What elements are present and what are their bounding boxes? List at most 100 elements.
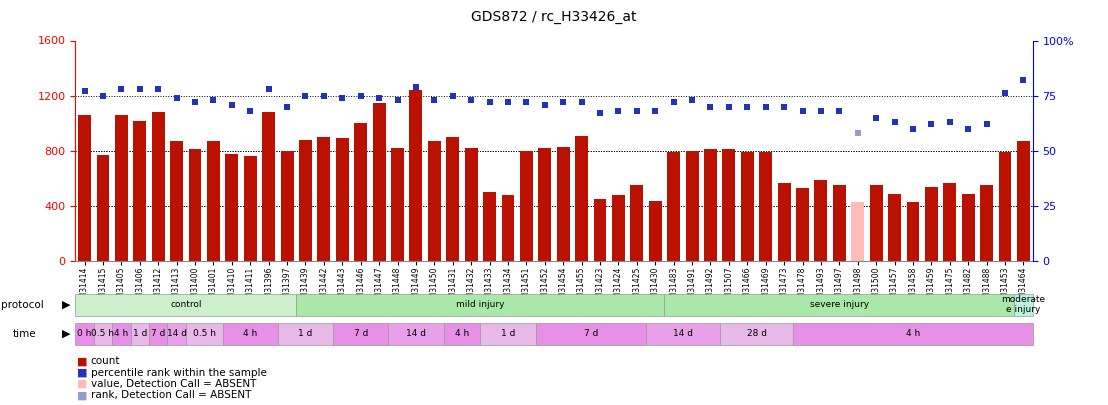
Bar [759,152,772,261]
Text: mild injury: mild injury [456,300,504,309]
Text: value, Detection Call = ABSENT: value, Detection Call = ABSENT [91,379,256,389]
Bar [131,323,148,345]
Bar [96,155,110,261]
Text: 0.5 h: 0.5 h [193,329,216,339]
Bar [133,121,146,261]
Bar [336,139,349,261]
Text: 4 h: 4 h [114,329,129,339]
Text: 14 d: 14 d [406,329,425,339]
Bar [556,147,570,261]
Text: moderate
e injury: moderate e injury [1002,295,1046,314]
Bar [630,185,644,261]
Text: 4 h: 4 h [243,329,257,339]
Bar [171,141,183,261]
Text: ▶: ▶ [62,329,71,339]
Text: ▶: ▶ [62,300,71,310]
Text: 7 d: 7 d [353,329,368,339]
Text: 4 h: 4 h [454,329,469,339]
Bar [75,294,296,316]
Bar [372,102,386,261]
Bar [410,90,422,261]
Bar [167,323,186,345]
Bar [115,115,127,261]
Text: rank, Detection Call = ABSENT: rank, Detection Call = ABSENT [91,390,252,400]
Bar [870,185,883,261]
Bar [263,112,275,261]
Bar [889,194,901,261]
Bar [851,202,864,261]
Text: 28 d: 28 d [747,329,767,339]
Text: ■: ■ [76,390,88,400]
Bar [355,123,367,261]
Text: 1 d: 1 d [133,329,147,339]
Bar [704,149,717,261]
Text: 0 h: 0 h [78,329,92,339]
Bar [793,323,1033,345]
Text: time: time [12,329,35,339]
Text: 14 d: 14 d [673,329,692,339]
Bar [447,137,459,261]
Bar [207,141,219,261]
Bar [646,323,720,345]
Bar [906,202,920,261]
Text: percentile rank within the sample: percentile rank within the sample [91,368,267,377]
Bar [75,323,94,345]
Bar [464,148,478,261]
Text: control: control [170,300,202,309]
Bar [796,188,809,261]
Bar [296,294,665,316]
Bar [299,140,312,261]
Bar [1014,294,1033,316]
Text: 1 d: 1 d [298,329,312,339]
Bar [520,151,533,261]
Text: ■: ■ [76,356,88,366]
Bar [962,194,975,261]
Bar [538,148,552,261]
Bar [188,149,202,261]
Bar [223,323,278,345]
Bar [481,323,535,345]
Bar [649,200,661,261]
Bar [686,151,698,261]
Bar [535,323,646,345]
Bar [152,112,165,261]
Bar [443,323,481,345]
Bar [925,187,937,261]
Bar [667,152,680,261]
Bar [225,153,238,261]
Text: count: count [91,356,121,366]
Bar [112,323,131,345]
Bar [186,323,223,345]
Bar [741,152,753,261]
Text: 1 d: 1 d [501,329,515,339]
Bar [998,152,1012,261]
Bar [575,136,588,261]
Bar [833,185,845,261]
Bar [244,156,257,261]
Bar [278,323,334,345]
Text: 0.5 h: 0.5 h [92,329,114,339]
Bar [502,195,514,261]
Bar [483,192,496,261]
Bar [943,183,956,261]
Bar [1017,141,1030,261]
Text: GDS872 / rc_H33426_at: GDS872 / rc_H33426_at [471,10,637,24]
Bar [94,323,112,345]
Bar [720,323,793,345]
Bar [981,185,993,261]
Bar [78,115,91,261]
Bar [280,151,294,261]
Text: severe injury: severe injury [810,300,869,309]
Bar [612,195,625,261]
Bar [317,137,330,261]
Text: ■: ■ [76,368,88,377]
Text: 7 d: 7 d [151,329,165,339]
Text: 4 h: 4 h [906,329,920,339]
Bar [814,180,828,261]
Bar [148,323,167,345]
Bar [388,323,443,345]
Bar [334,323,388,345]
Bar [428,141,441,261]
Text: protocol: protocol [1,300,44,310]
Bar [722,149,736,261]
